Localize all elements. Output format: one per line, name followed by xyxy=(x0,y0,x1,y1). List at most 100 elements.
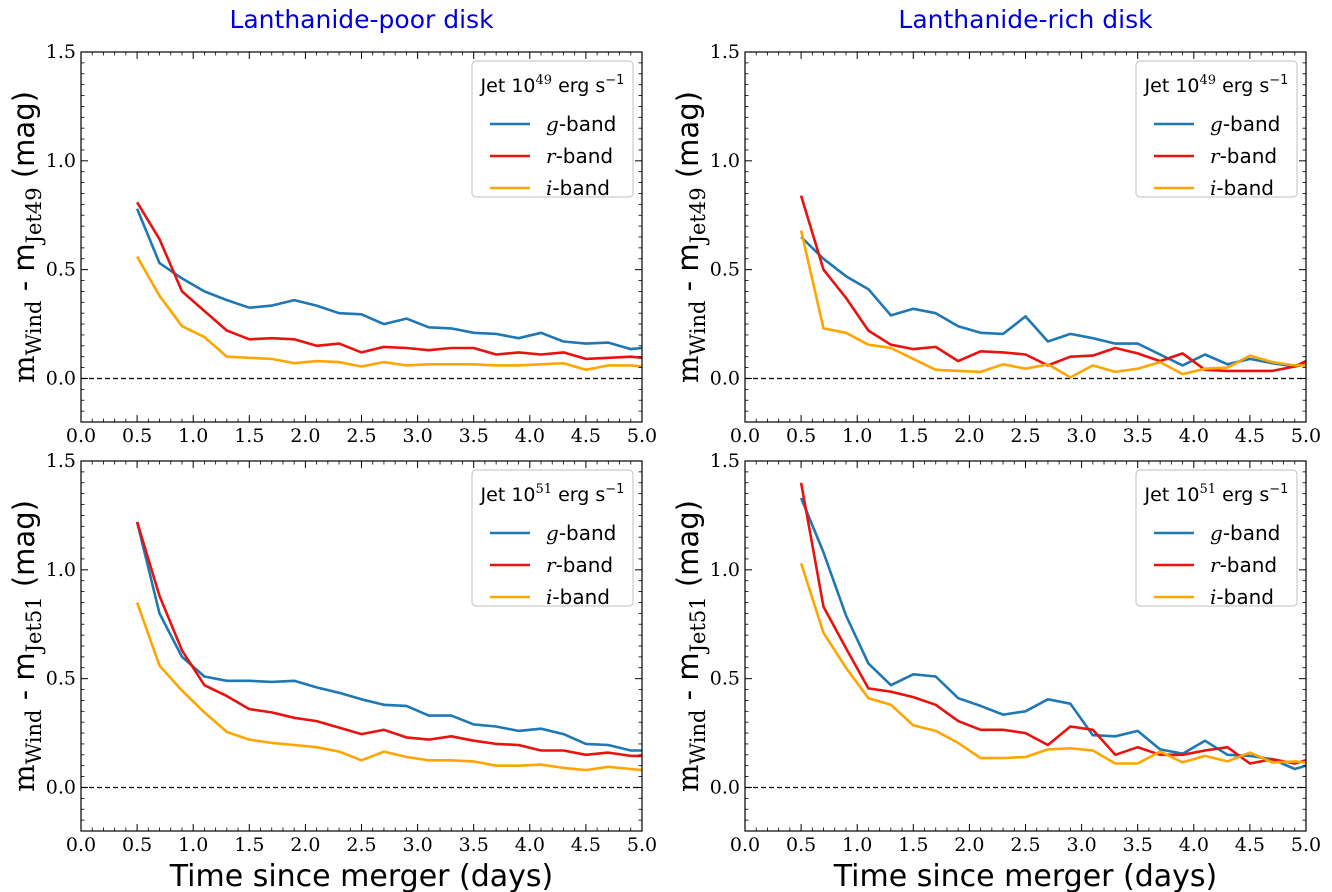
x-tick-label: 5.0 xyxy=(1291,425,1321,447)
legend-entry-g-band: g-band xyxy=(1210,112,1280,136)
panel-title: Lanthanide-poor disk xyxy=(229,5,494,34)
legend-title: Jet 1049 erg s−1 xyxy=(1144,73,1289,97)
x-tick-label: 3.0 xyxy=(402,834,432,856)
series-line-g-band xyxy=(135,208,642,351)
legend-title: Jet 1051 erg s−1 xyxy=(1144,482,1289,506)
legend-title: Jet 1051 erg s−1 xyxy=(480,482,625,506)
x-tick-label: 0.5 xyxy=(786,834,816,856)
y-tick-label: 0.0 xyxy=(46,367,76,389)
series-line-g-band xyxy=(135,521,642,752)
x-tick-label: 4.5 xyxy=(1235,425,1265,447)
series-line-g-band xyxy=(799,497,1306,771)
series-line-i-band xyxy=(135,602,642,772)
series-line-i-band xyxy=(799,562,1306,765)
x-tick-label: 2.5 xyxy=(346,834,376,856)
legend-entry-g-band: g-band xyxy=(546,112,616,136)
series-line-r-band xyxy=(799,482,1306,765)
y-tick-label: 1.0 xyxy=(710,559,740,581)
x-tick-label: 3.5 xyxy=(459,425,489,447)
x-tick-label: 4.5 xyxy=(1235,834,1265,856)
y-tick-label: 0.0 xyxy=(710,776,740,798)
panel-3: 0.0 0.5 1.0 1.5 2.0 2.5 3.0 3.5 4.0 4.5 5.0 0.0 0.5 1… xyxy=(671,450,1321,892)
x-tick-label: 3.0 xyxy=(1066,425,1096,447)
y-tick-label: 1.5 xyxy=(710,450,740,472)
y-tick-label: 1.5 xyxy=(710,41,740,63)
panel-0: 0.0 0.5 1.0 1.5 2.0 2.5 3.0 3.5 4.0 4.5 5.0 0.0 0.5 1… xyxy=(7,5,657,447)
legend-entry-g-band: g-band xyxy=(546,521,616,545)
x-tick-label: 4.0 xyxy=(1179,834,1209,856)
legend-entry-i-band: i-band xyxy=(1210,176,1274,200)
x-tick-label: 2.5 xyxy=(1010,425,1040,447)
series-line-i-band xyxy=(799,230,1306,379)
y-axis-label: mWind - mJet51 (mag) xyxy=(671,500,710,792)
x-tick-label: 0.5 xyxy=(122,834,152,856)
legend: Jet 1051 erg s−1 g-band r-band i-band xyxy=(1135,469,1298,609)
panel-title: Lanthanide-rich disk xyxy=(898,5,1153,34)
x-tick-label: 3.5 xyxy=(1123,834,1153,856)
legend-entry-i-band: i-band xyxy=(546,585,610,609)
x-tick-label: 1.0 xyxy=(178,834,208,856)
x-tick-label: 5.0 xyxy=(627,834,657,856)
legend-entry-r-band: r-band xyxy=(1210,144,1277,168)
x-axis-label: Time since merger (days) xyxy=(169,859,554,892)
y-axis-label: mWind - mJet49 (mag) xyxy=(671,91,710,383)
y-tick-label: 1.0 xyxy=(46,150,76,172)
legend: Jet 1051 erg s−1 g-band r-band i-band xyxy=(471,469,634,609)
legend-title: Jet 1049 erg s−1 xyxy=(480,73,625,97)
y-tick-label: 1.5 xyxy=(46,450,76,472)
y-tick-label: 0.5 xyxy=(46,668,76,690)
legend: Jet 1049 erg s−1 g-band r-band i-band xyxy=(471,60,634,200)
legend-entry-i-band: i-band xyxy=(1210,585,1274,609)
x-tick-label: 1.5 xyxy=(234,425,264,447)
x-tick-label: 2.0 xyxy=(954,834,984,856)
x-tick-label: 0.5 xyxy=(786,425,816,447)
series-line-r-band xyxy=(799,195,1306,373)
x-tick-label: 4.0 xyxy=(515,834,545,856)
panel-2: 0.0 0.5 1.0 1.5 2.0 2.5 3.0 3.5 4.0 4.5 5.0 0.0 0.5 1… xyxy=(7,450,657,892)
x-tick-label: 2.0 xyxy=(954,425,984,447)
x-tick-label: 3.5 xyxy=(459,834,489,856)
x-tick-label: 4.5 xyxy=(571,425,601,447)
panel-1: 0.0 0.5 1.0 1.5 2.0 2.5 3.0 3.5 4.0 4.5 5.0 0.0 0.5 1… xyxy=(671,5,1321,447)
x-tick-label: 1.0 xyxy=(178,425,208,447)
x-tick-label: 4.0 xyxy=(515,425,545,447)
legend-box xyxy=(471,60,634,198)
y-tick-label: 0.0 xyxy=(710,367,740,389)
x-tick-label: 2.5 xyxy=(1010,834,1040,856)
x-tick-label: 3.5 xyxy=(1123,425,1153,447)
legend-box xyxy=(1135,469,1298,607)
legend-entry-r-band: r-band xyxy=(546,553,613,577)
x-axis-label: Time since merger (days) xyxy=(833,859,1218,892)
legend-entry-i-band: i-band xyxy=(546,176,610,200)
x-tick-label: 0.0 xyxy=(66,834,96,856)
legend-box xyxy=(471,469,634,607)
x-tick-label: 0.5 xyxy=(122,425,152,447)
y-tick-label: 1.5 xyxy=(46,41,76,63)
x-tick-label: 1.5 xyxy=(898,834,928,856)
x-tick-label: 3.0 xyxy=(402,425,432,447)
y-axis-label: mWind - mJet49 (mag) xyxy=(7,91,46,383)
x-tick-label: 0.0 xyxy=(730,425,760,447)
legend-entry-r-band: r-band xyxy=(1210,553,1277,577)
legend-entry-g-band: g-band xyxy=(1210,521,1280,545)
series-line-r-band xyxy=(135,201,642,361)
x-tick-label: 4.5 xyxy=(571,834,601,856)
legend-box xyxy=(1135,60,1298,198)
x-tick-label: 1.5 xyxy=(234,834,264,856)
x-tick-label: 1.0 xyxy=(842,425,872,447)
y-tick-label: 0.5 xyxy=(46,259,76,281)
x-tick-label: 2.0 xyxy=(290,425,320,447)
legend-entry-r-band: r-band xyxy=(546,144,613,168)
x-tick-label: 5.0 xyxy=(1291,834,1321,856)
x-tick-label: 1.0 xyxy=(842,834,872,856)
series-line-i-band xyxy=(135,255,642,372)
series-line-r-band xyxy=(135,521,642,758)
y-tick-label: 1.0 xyxy=(46,559,76,581)
x-tick-label: 0.0 xyxy=(66,425,96,447)
x-tick-label: 3.0 xyxy=(1066,834,1096,856)
x-tick-label: 0.0 xyxy=(730,834,760,856)
series-line-g-band xyxy=(800,236,1306,368)
x-tick-label: 4.0 xyxy=(1179,425,1209,447)
y-tick-label: 1.0 xyxy=(710,150,740,172)
